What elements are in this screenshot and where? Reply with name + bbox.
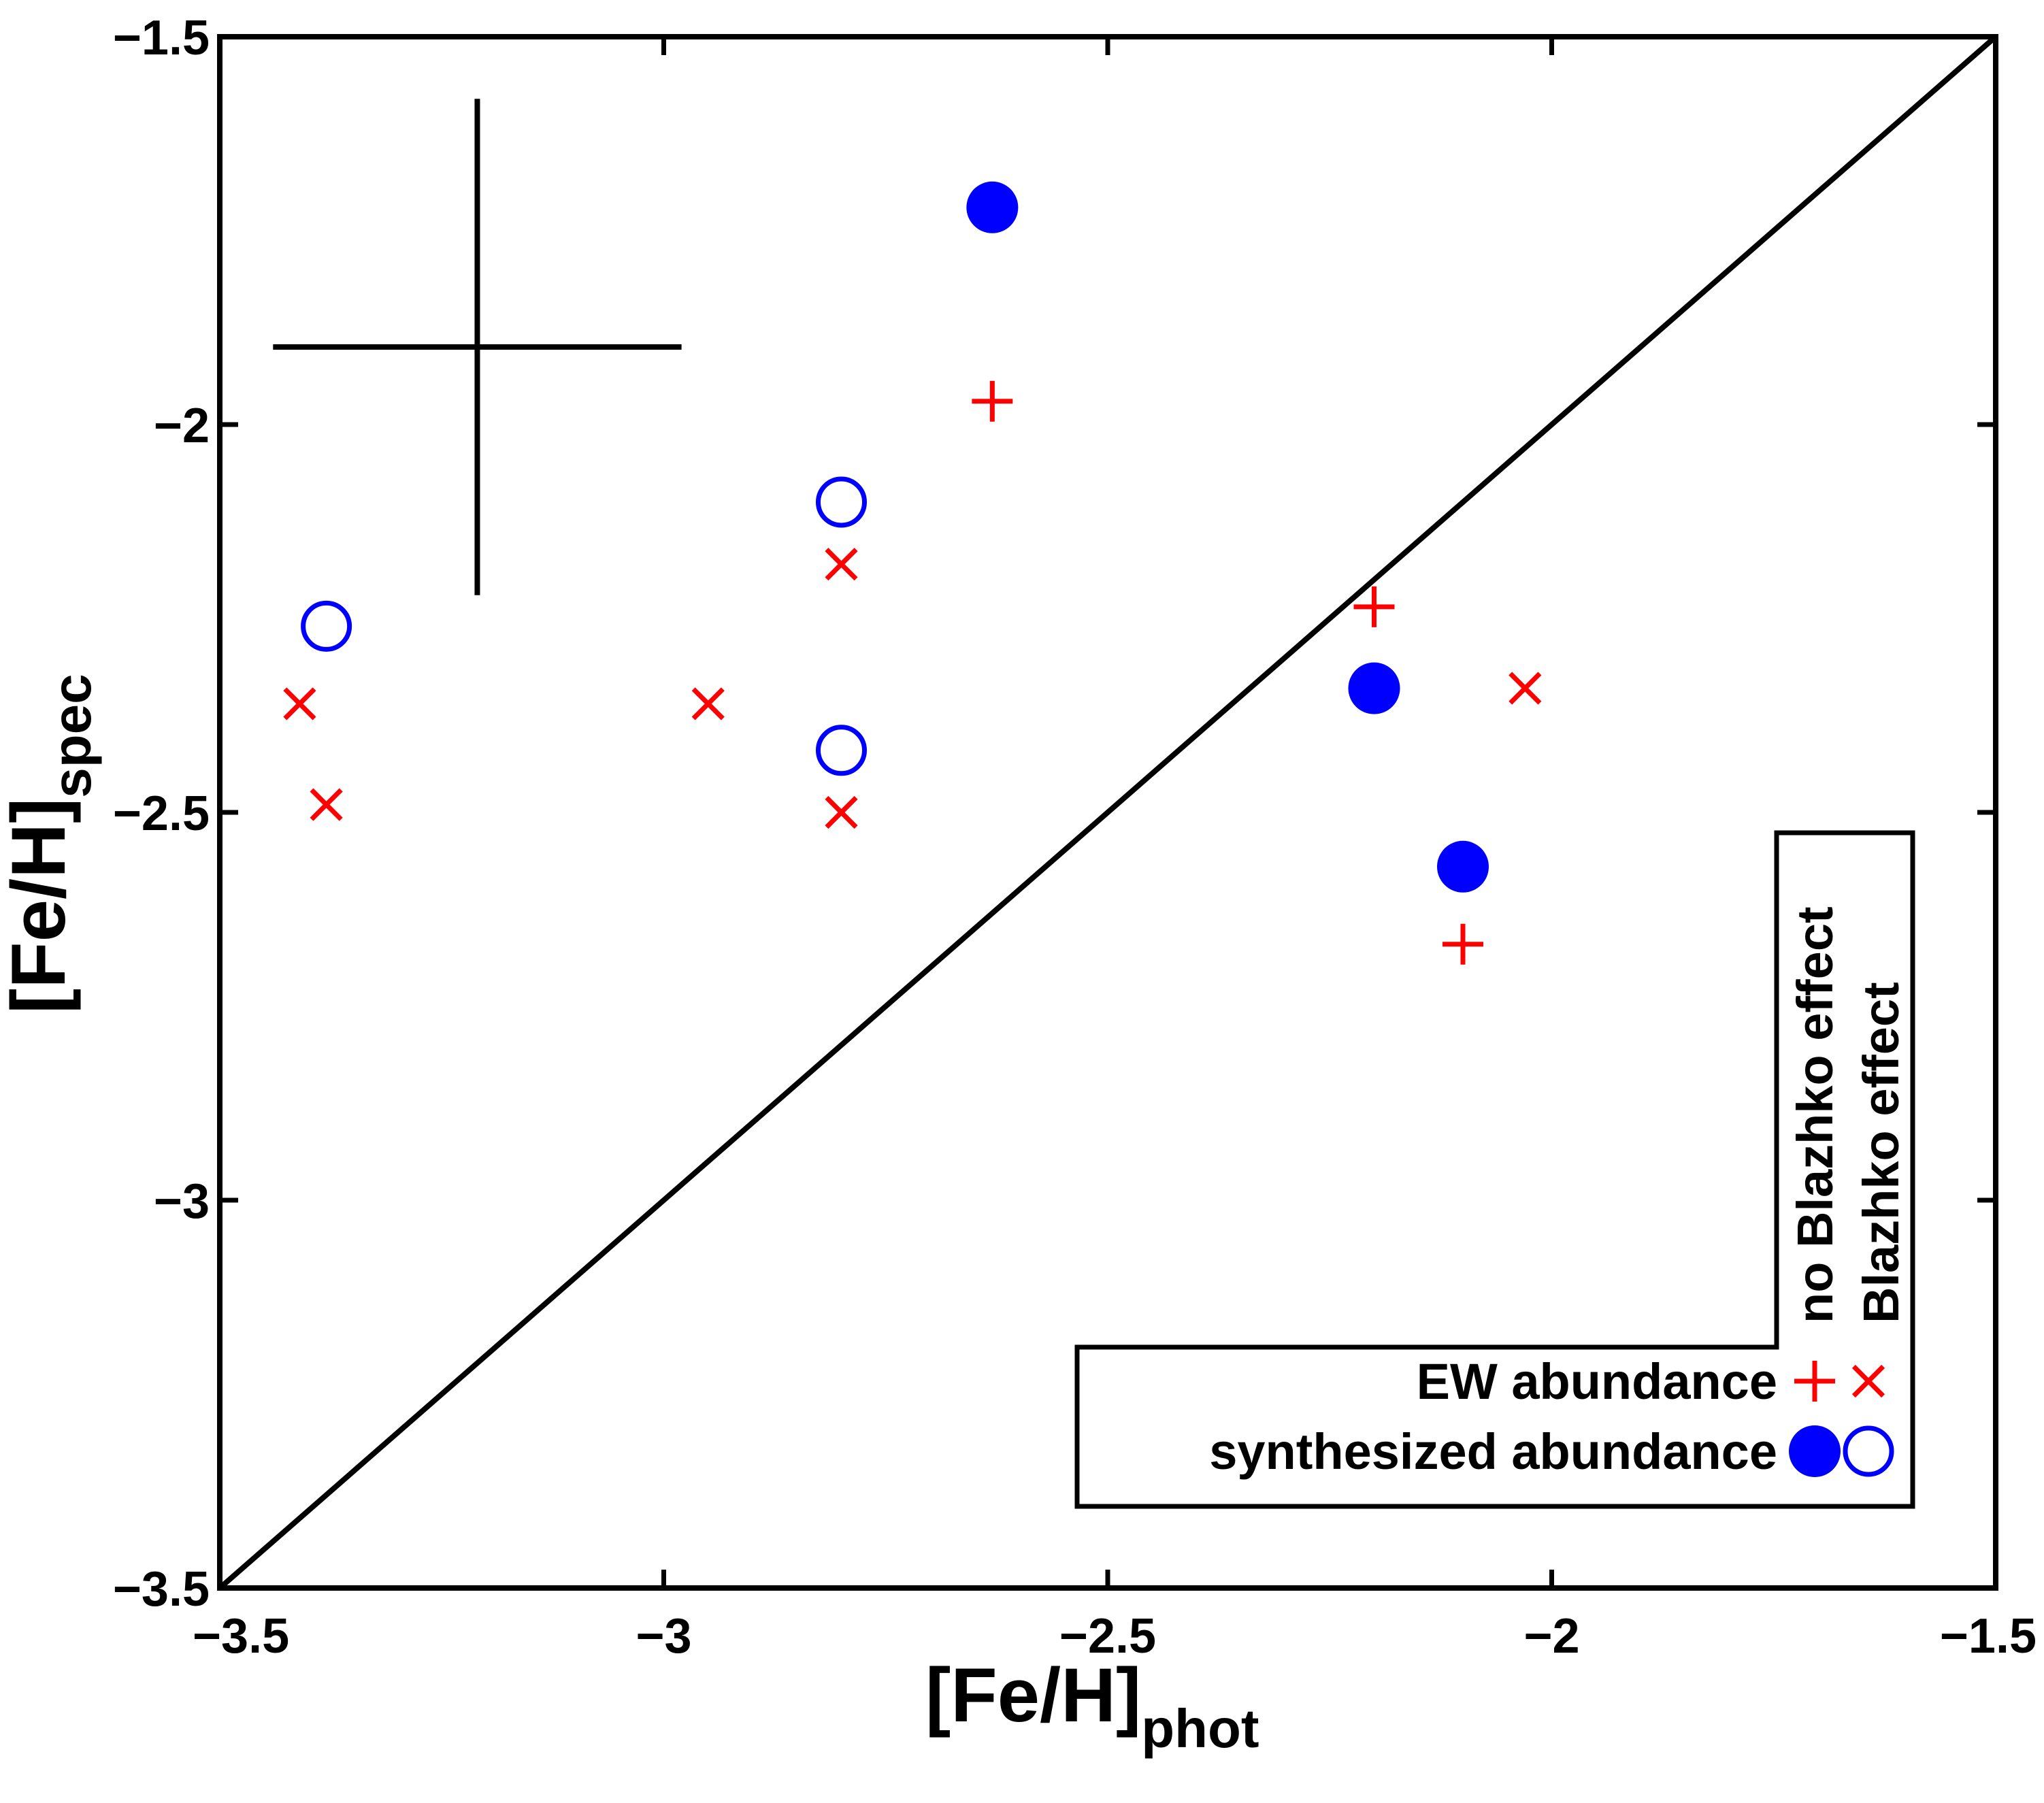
marker-stroke [310,788,343,821]
x-axis-label-sub: phot [1141,1698,1259,1759]
marker-plus [1794,1361,1835,1402]
marker-shape [301,600,352,652]
marker-cross [825,548,858,581]
legend-column-label: Blazhko effect [1853,982,1909,1323]
marker-shape [1843,1425,1894,1477]
y-tick-label: −2 [154,399,210,453]
marker-filled-circle [966,181,1019,233]
y-tick-label: −1.5 [113,11,210,65]
marker-plus [972,380,1013,422]
marker-open-circle [301,600,352,652]
y-axis-label-main: [Fe/H] [0,798,81,1014]
x-tick-label: −1.5 [1940,1609,2037,1664]
marker-stroke [1851,1364,1885,1398]
marker-stroke [1353,586,1395,627]
y-axis-label: [Fe/H]spec [0,674,102,1014]
marker-cross [691,687,725,721]
marker-shape [816,725,867,776]
marker-open-circle [816,476,867,528]
legend-row-label: synthesized abundance [1209,1423,1777,1480]
marker-open-circle [816,725,867,776]
y-tick-label: −3 [154,1174,210,1229]
identity-line [218,34,1998,1591]
marker-stroke [972,380,1013,422]
marker-stroke [1794,1361,1835,1402]
marker-shape [1348,662,1400,714]
marker-shape [1789,1425,1841,1477]
marker-filled-circle [1348,662,1400,714]
x-tick-label: −2 [1523,1609,1579,1664]
marker-shape [816,476,867,528]
marker-stroke [691,687,725,721]
marker-open-circle [1843,1425,1894,1477]
legend-row-label: EW abundance [1417,1353,1777,1410]
x-tick-label: −3 [636,1609,691,1664]
marker-stroke [1509,672,1542,705]
marker-filled-circle [1437,840,1489,893]
marker-cross [310,788,343,821]
marker-stroke [1443,923,1483,965]
x-axis-label: [Fe/H]phot [925,1653,1259,1759]
x-tick-label: −2.5 [1059,1609,1156,1664]
marker-cross [1509,672,1542,705]
marker-cross [825,795,858,829]
y-tick-label: −3.5 [113,1562,210,1617]
marker-shape [1437,840,1489,893]
marker-plus [1353,586,1395,627]
marker-plus [1443,923,1483,965]
marker-cross [1851,1364,1885,1398]
marker-filled-circle [1789,1425,1841,1477]
marker-shape [966,181,1019,233]
plot-frame [217,34,1998,1591]
marker-stroke [283,687,316,721]
marker-stroke [825,795,858,829]
x-axis-label-main: [Fe/H] [925,1653,1141,1738]
y-axis-label-sub: spec [42,674,102,797]
marker-stroke [825,548,858,581]
x-tick-label: −3.5 [193,1609,289,1664]
legend-column-label: no Blazhko effect [1787,906,1843,1323]
marker-cross [283,687,316,721]
y-tick-label: −2.5 [113,787,210,841]
